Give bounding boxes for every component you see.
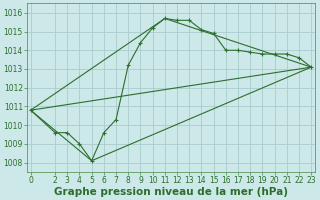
X-axis label: Graphe pression niveau de la mer (hPa): Graphe pression niveau de la mer (hPa) [54,187,288,197]
